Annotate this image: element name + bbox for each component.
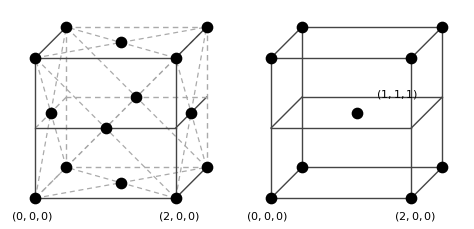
- Point: [267, 196, 275, 200]
- Text: $(0,0,0)$: $(0,0,0)$: [246, 209, 289, 222]
- Point: [172, 196, 180, 200]
- Point: [47, 111, 55, 115]
- Point: [32, 196, 39, 200]
- Text: $(2,0,0)$: $(2,0,0)$: [158, 209, 201, 222]
- Point: [32, 57, 39, 60]
- Point: [408, 196, 415, 200]
- Point: [187, 111, 195, 115]
- Point: [408, 57, 415, 60]
- Point: [63, 166, 70, 169]
- Point: [353, 111, 360, 115]
- Point: [267, 57, 275, 60]
- Point: [298, 166, 306, 169]
- Point: [438, 26, 446, 30]
- Text: $(0,0,0)$: $(0,0,0)$: [11, 209, 53, 222]
- Point: [102, 127, 109, 130]
- Text: $(2,0,0)$: $(2,0,0)$: [393, 209, 436, 222]
- Point: [203, 26, 210, 30]
- Point: [203, 166, 210, 169]
- Point: [133, 96, 140, 100]
- Point: [438, 166, 446, 169]
- Point: [172, 57, 180, 60]
- Point: [117, 181, 125, 185]
- Point: [117, 41, 125, 45]
- Point: [298, 26, 306, 30]
- Text: $(1,1,1)$: $(1,1,1)$: [376, 87, 419, 101]
- Point: [63, 26, 70, 30]
